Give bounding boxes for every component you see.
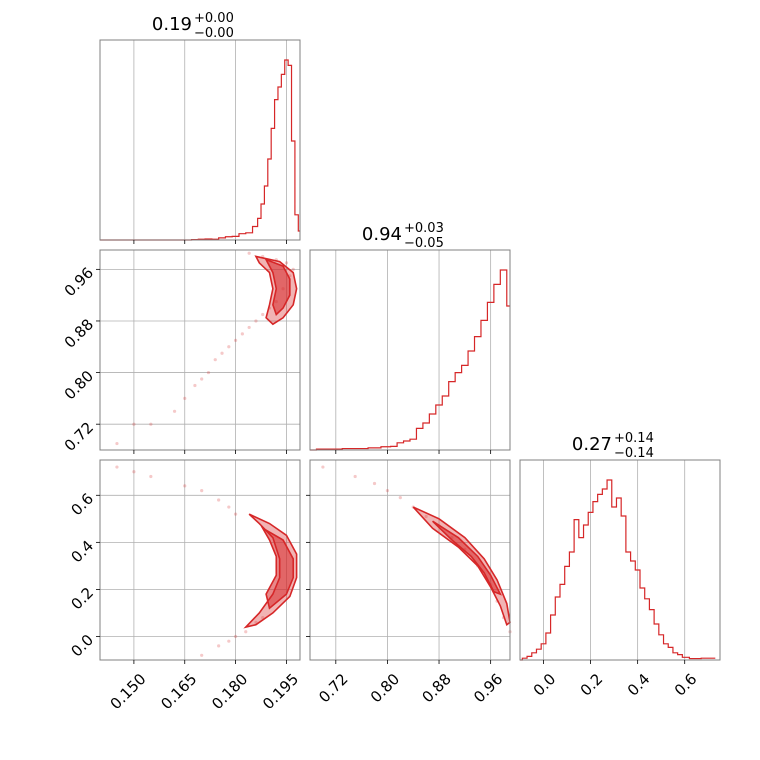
scatter-point [261, 616, 265, 620]
axes-frame [519, 459, 721, 661]
axes-frame [99, 39, 301, 241]
density-contour [260, 526, 295, 610]
scatter-point [183, 484, 187, 488]
panel-title-median: 0.27 [572, 434, 612, 455]
scatter-point [233, 338, 238, 342]
scatter-point [424, 514, 428, 519]
scatter-point [240, 332, 244, 336]
scatter-point [254, 319, 258, 323]
x-tick-label: 0.88 [418, 670, 454, 706]
scatter-point [291, 267, 295, 271]
y-tick-label: 0.72 [61, 419, 97, 455]
histogram-step [100, 59, 300, 241]
scatter-point [200, 653, 204, 657]
y-tick-label: 0.96 [61, 264, 97, 300]
histogram-step [310, 269, 510, 451]
density-contour [412, 506, 511, 626]
scatter-point [172, 409, 177, 413]
scatter-point [233, 512, 238, 516]
panel-title-plus: +0.14 [614, 431, 654, 446]
hist-param-3: 0.27 +0.14−0.14 0.0 0.2 0.4 0.6 [519, 431, 721, 700]
scatter-point [149, 474, 153, 479]
axes-frame [309, 459, 511, 661]
scatter-point [132, 422, 136, 426]
scatter-point [227, 639, 231, 643]
x-tick-label: 0.0 [530, 670, 560, 700]
scatter-point [372, 481, 377, 486]
panel-title-minus: −0.00 [194, 26, 234, 41]
scatter-point [385, 488, 390, 493]
x-tick-label: 0.72 [315, 670, 351, 706]
panel-title-median: 0.19 [152, 14, 192, 35]
scatter-point [353, 474, 357, 479]
density-contour [432, 520, 502, 596]
x-tick-label: 0.165 [157, 670, 200, 713]
panel-title-plus: +0.03 [404, 221, 444, 236]
scatter-point [217, 644, 221, 648]
hist-param-1: 0.19 +0.00−0.00 [99, 11, 301, 244]
scatter-point [254, 620, 258, 624]
x-tick-label: 0.80 [367, 670, 403, 706]
x-tick-label: 0.195 [259, 670, 302, 713]
scatter-point [115, 465, 119, 469]
scatter-point [247, 325, 251, 330]
scatter-2-3: 0.72 0.80 0.88 0.96 [306, 459, 512, 706]
y-tick-label: 0.0 [67, 631, 97, 661]
scatter-point [247, 251, 251, 255]
axes-frame [99, 459, 301, 661]
scatter-point [398, 496, 402, 500]
x-tick-label: 0.2 [577, 670, 607, 700]
scatter-point [233, 634, 238, 639]
scatter-point [284, 261, 289, 265]
axes-frame [99, 249, 301, 451]
scatter-point [149, 422, 153, 426]
panel-title-minus: −0.14 [614, 446, 654, 461]
scatter-point [115, 441, 119, 446]
scatter-point [321, 465, 325, 469]
scatter-point [217, 498, 221, 502]
y-tick-label: 0.4 [67, 537, 97, 567]
x-tick-label: 0.96 [470, 670, 506, 706]
scatter-point [132, 470, 136, 474]
hist-param-2: 0.94 +0.03−0.05 [309, 221, 511, 454]
scatter-point [200, 488, 204, 493]
scatter-point [244, 630, 248, 634]
panel-title-median: 0.94 [362, 224, 402, 245]
y-tick-label: 0.80 [61, 367, 97, 403]
scatter-1-2: 0.72 0.80 0.88 0.96 [61, 249, 301, 455]
axes-frame [309, 249, 511, 451]
scatter-point [261, 312, 265, 317]
x-tick-label: 0.180 [208, 670, 251, 713]
scatter-1-3: 0.150 0.165 0.180 0.195 0.0 0.2 0.4 0.6 [67, 459, 302, 713]
scatter-point [200, 377, 204, 381]
scatter-point [220, 351, 224, 355]
scatter-point [227, 345, 231, 349]
x-tick-label: 0.6 [671, 670, 701, 700]
scatter-point [213, 358, 217, 362]
panel-title-minus: −0.05 [404, 236, 444, 251]
scatter-point [227, 505, 231, 509]
y-tick-label: 0.6 [67, 490, 97, 520]
histogram-step [520, 479, 716, 661]
x-tick-label: 0.4 [624, 670, 654, 700]
scatter-point [193, 383, 197, 388]
y-tick-label: 0.88 [61, 315, 97, 351]
panel-title-plus: +0.00 [194, 11, 234, 26]
density-contour [264, 258, 291, 316]
x-tick-label: 0.150 [107, 670, 150, 713]
scatter-point [206, 370, 211, 375]
y-tick-label: 0.2 [67, 584, 97, 614]
scatter-point [183, 396, 187, 400]
